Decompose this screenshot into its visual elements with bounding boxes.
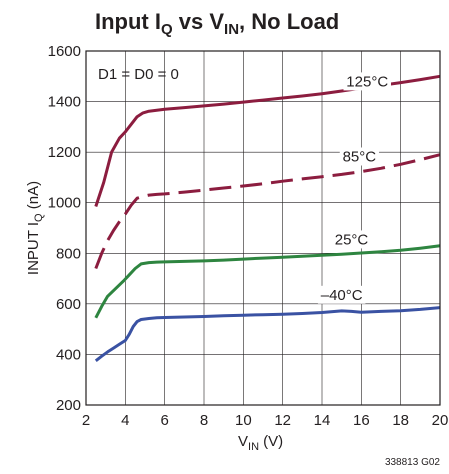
- x-tick-label-12: 12: [274, 412, 291, 429]
- chart-title: Input IQ vs VIN, No Load: [95, 9, 339, 38]
- series-line-125-C: [94, 74, 441, 207]
- x-tick-label-16: 16: [353, 412, 370, 429]
- series-label-bg-25-C: [331, 230, 372, 249]
- title-sub-2: IN: [224, 21, 239, 38]
- series-label-25-C: 25°C: [335, 231, 369, 248]
- plot-frame: [85, 50, 441, 406]
- y-axis-label: INPUT IQ (nA): [25, 181, 45, 275]
- y-axis-label-unit: (nA): [25, 181, 42, 214]
- y-tick-label-800: 800: [56, 245, 81, 262]
- series-labels: 125°C 85°C 25°C –40°C: [317, 72, 391, 304]
- x-tick-label-4: 4: [121, 412, 129, 429]
- x-axis-label-unit: (V): [259, 433, 283, 450]
- series-label-bg-40-C: [317, 285, 366, 304]
- x-tick-label-20: 20: [432, 412, 449, 429]
- x-tick-label-14: 14: [314, 412, 331, 429]
- annotation-d1-d0: D1 = D0 = 0: [98, 66, 179, 83]
- y-tick-label-1000: 1000: [48, 195, 81, 212]
- grid: [86, 51, 440, 405]
- x-axis-label: VIN (V): [238, 433, 283, 453]
- figure-id: 338813 G02: [385, 457, 440, 468]
- y-tick-label-200: 200: [56, 397, 81, 414]
- series-label-bg-85-C: [339, 147, 379, 166]
- title-part-1: Input I: [95, 9, 161, 34]
- y-axis-label-main: INPUT I: [25, 222, 42, 275]
- x-tick-label-2: 2: [82, 412, 90, 429]
- y-tick-label-400: 400: [56, 346, 81, 363]
- series-line-40-C: [94, 306, 441, 362]
- y-tick-label-1400: 1400: [48, 94, 81, 111]
- x-tick-label-8: 8: [200, 412, 208, 429]
- x-tick-label-10: 10: [235, 412, 252, 429]
- x-tick-label-18: 18: [392, 412, 409, 429]
- x-axis-label-main: V: [238, 433, 248, 450]
- x-axis-label-sub: IN: [248, 441, 259, 453]
- y-tick-label-1600: 1600: [48, 43, 81, 60]
- y-axis-label-sub: Q: [33, 213, 45, 222]
- series-label-bg-125-C: [343, 72, 391, 91]
- series-label-40-C: –40°C: [321, 287, 363, 304]
- y-tick-label-600: 600: [56, 296, 81, 313]
- y-tick-label-1200: 1200: [48, 144, 81, 161]
- tick-labels: 2 4 6 8 10 12 14 16 18 20 200 400 600 800 1000 1200 1400…: [48, 43, 449, 429]
- x-tick-label-6: 6: [160, 412, 168, 429]
- title-part-3: , No Load: [239, 9, 339, 34]
- series-label-85-C: 85°C: [343, 148, 377, 165]
- series-line-85-C: [94, 153, 441, 270]
- series-curves: [94, 74, 441, 362]
- series-line-25-C: [94, 244, 441, 319]
- title-part-2: vs V: [173, 9, 225, 34]
- series-label-125-C: 125°C: [346, 73, 388, 90]
- title-sub-1: Q: [161, 21, 173, 38]
